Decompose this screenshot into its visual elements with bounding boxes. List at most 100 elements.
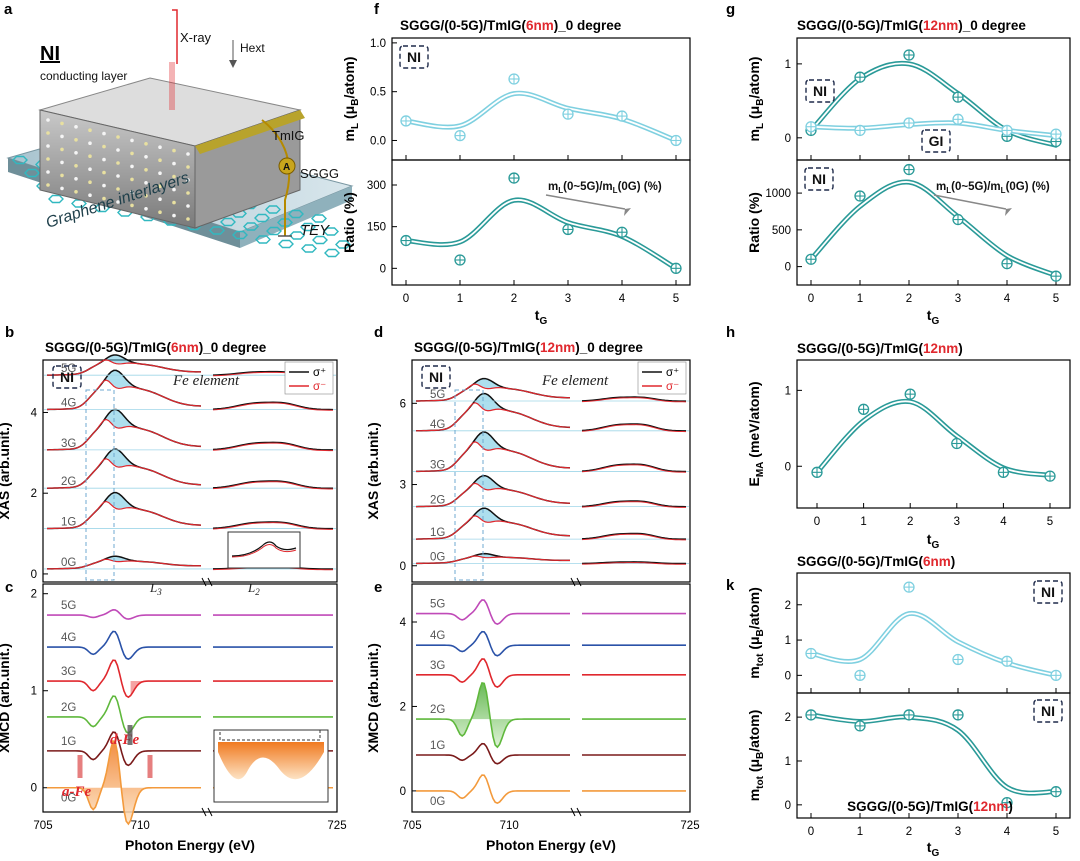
- atom-dot: [172, 161, 176, 166]
- panel-f-ratio-annotation-arrow: [545, 194, 626, 210]
- panel-e-ylabel: XMCD (arb.unit.): [365, 643, 381, 753]
- graphene-hexagon: [300, 222, 316, 232]
- axis-break: [570, 577, 576, 587]
- offset-label-4G: 4G: [61, 632, 76, 644]
- graphene-hexagon: [335, 240, 351, 249]
- panel-e-xtick-label: 710: [500, 820, 519, 832]
- panel-f-ylabel-1: Ratio (%): [341, 192, 357, 253]
- panel-h-xtick-label: 4: [1000, 516, 1007, 528]
- panel-c-plot: [42, 583, 338, 813]
- panel-k-badge-top-frame: [1033, 580, 1063, 604]
- panel-e-ytick-label: 2: [400, 701, 406, 713]
- atom-dot: [116, 161, 120, 165]
- xmcd-curve-5G: [416, 599, 570, 625]
- label-conducting: conducting layer: [40, 69, 127, 83]
- panel-g-sub1-xtick-label: 5: [1053, 293, 1059, 305]
- axis-break: [570, 807, 576, 817]
- panel-k-badge-top: NI: [1041, 584, 1055, 600]
- panel-e: e 0 2 4 XMCD (arb.unit.) 0G 1G 2G 3G 4G 5G 705 710 72…: [365, 579, 700, 853]
- panel-f-sub1-xtick-label: 2: [511, 293, 517, 305]
- panel-k-sub1-ytick-label: 2: [785, 712, 791, 724]
- atom-dot: [88, 154, 92, 158]
- panel-b-plot: [42, 359, 338, 583]
- graphene-hexagon: [266, 226, 282, 236]
- graphene-hexagon: [323, 227, 339, 236]
- graphene-hexagon: [301, 244, 317, 253]
- panel-h-ytick-label: 1: [785, 385, 791, 397]
- atom-dot: [46, 118, 50, 122]
- panel-k-sub0-ytick-label: 0: [785, 670, 791, 682]
- panel-k-plot-0: [796, 572, 1071, 694]
- panel-f-sub1-xtick-label: 5: [673, 293, 679, 305]
- atom-dot: [158, 197, 162, 201]
- xas-l2-curve: [581, 423, 687, 432]
- xas-sigma-minus-3G: [415, 441, 571, 473]
- label-hext: Hext: [240, 41, 265, 55]
- panel-g-ylabel-0: mL (μB/atom): [746, 57, 766, 142]
- xas-l2-curve-red: [212, 402, 334, 411]
- xas-l2-curve: [581, 500, 687, 508]
- edge-label-l3: L3: [149, 580, 162, 597]
- offset-label-5G: 5G: [430, 599, 445, 611]
- xas-sigma-minus-1G: [46, 500, 202, 530]
- panel-c-ytick-label: 2: [31, 589, 37, 601]
- panel-g-sub1-ytick-label: 500: [772, 225, 791, 237]
- panel-d-plot: [411, 359, 691, 583]
- panel-f-ratio-annotation: mL(0~5G)/mL(0G) (%): [548, 181, 662, 195]
- axis-break: [201, 577, 207, 587]
- atom-dot: [60, 134, 64, 139]
- xmcd-curve-2G: [416, 681, 570, 749]
- conducting-strip: [195, 110, 305, 154]
- panel-b-badge-frame: [52, 365, 82, 389]
- panel-d-dashed-region: [454, 389, 484, 581]
- atom-dot: [88, 141, 92, 145]
- graphene-hexagon: [232, 230, 248, 240]
- l2-inset-curve: [231, 541, 297, 557]
- panel-d-element-label: Fe element: [541, 373, 609, 389]
- offset-label-3G: 3G: [430, 459, 445, 471]
- panel-a-schematic: a A NI conducting layer X-ray Hext TmIG …: [4, 1, 354, 258]
- atom-dot: [102, 144, 106, 149]
- panel-b-legend: [284, 361, 334, 395]
- atom-dot: [158, 210, 162, 214]
- panel-g-ratio-annotation: mL(0~5G)/mL(0G) (%): [936, 181, 1050, 195]
- panel-b-element-label: Fe element: [172, 373, 240, 389]
- panel-g-sub1-xtick-label: 4: [1004, 293, 1011, 305]
- panel-letter-f: f: [374, 1, 380, 18]
- atom-dot: [186, 165, 190, 169]
- graphene-hexagon: [254, 213, 270, 223]
- xas-l2-curve: [581, 396, 687, 402]
- panel-h: h SGGG/(0-5G)/TmIG(12nm) 0 1 0 1 2 3 4 5 EMA (meV/…: [726, 324, 1071, 551]
- atom-dot: [172, 213, 176, 218]
- offset-label-3G: 3G: [430, 660, 445, 672]
- panel-g-title: SGGG/(0-5G)/TmIG(12nm)_0 degree: [797, 18, 1026, 33]
- atom-dot: [60, 121, 64, 126]
- xas-sigma-minus-0G: [46, 558, 202, 570]
- axis-break: [576, 807, 582, 817]
- graphene-hexagon: [243, 222, 259, 231]
- xas-l2-curve: [212, 480, 334, 489]
- panel-k-sub0-ytick-label: 1: [785, 635, 791, 647]
- ammeter: [278, 157, 296, 175]
- atom-dot: [130, 203, 134, 208]
- panel-letter-a: a: [4, 1, 13, 18]
- legend-sigma-plus: σ⁺: [666, 367, 679, 379]
- xas-dichroism-fill: [47, 370, 201, 410]
- panel-b: b SGGG/(0-5G)/TmIG(6nm)_0 degree 0 2 4 XAS (a…: [0, 324, 338, 597]
- atom-dot: [130, 138, 134, 143]
- panel-h-ylabel: EMA (meV/atom): [746, 381, 766, 486]
- xray-beam: [172, 9, 178, 64]
- offset-label-1G: 1G: [61, 517, 76, 529]
- atom-dot: [46, 131, 50, 135]
- xas-l2-curve: [581, 532, 687, 540]
- panel-k: k SGGG/(0-5G)/TmIG(6nm) 0 1 2 mtot (μB/atom) 0…: [726, 554, 1071, 859]
- xas-l2-curve-red: [212, 442, 334, 452]
- atom-dot: [102, 183, 106, 188]
- axis-break: [201, 807, 207, 817]
- xas-l2-curve-red: [581, 562, 687, 565]
- panel-g-ratio-annotation-arrow: [933, 194, 1007, 210]
- panel-d-title: SGGG/(0-5G)/TmIG(12nm)_0 degree: [414, 340, 643, 355]
- atom-dot: [186, 152, 190, 156]
- atom-dot: [74, 151, 78, 155]
- atom-dot: [158, 184, 162, 188]
